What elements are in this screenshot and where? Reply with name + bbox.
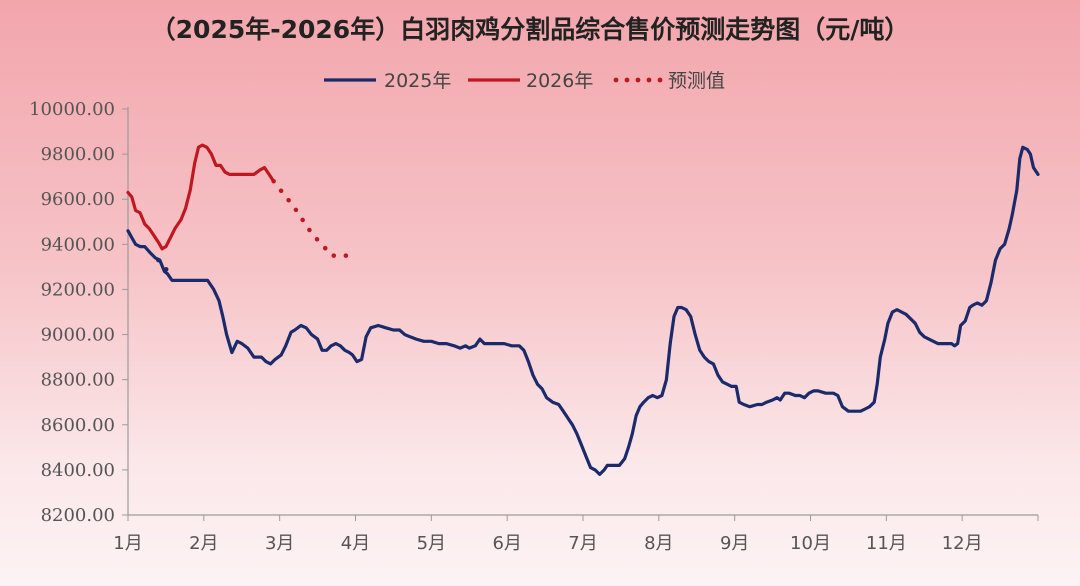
x-tick-label: 4月 [341, 533, 370, 554]
series-line-0 [126, 145, 1040, 476]
y-tick-label: 8200.00 [41, 505, 115, 526]
legend-label: 2025年 [384, 70, 451, 92]
x-tick-label: 2月 [189, 533, 218, 554]
legend-marker-dot [657, 77, 663, 83]
y-tick-label: 8600.00 [41, 415, 115, 436]
y-tick-label: 10000.00 [29, 99, 115, 120]
legend-marker-dot [624, 77, 630, 83]
y-tick-label: 9600.00 [41, 189, 115, 210]
x-tick-label: 1月 [113, 533, 142, 554]
y-tick-label: 9200.00 [41, 279, 115, 300]
x-tick-label: 7月 [568, 533, 597, 554]
series-line-2 [271, 178, 360, 258]
y-tick-label: 9000.00 [41, 325, 115, 346]
chart-title: （2025年-2026年）白羽肉鸡分割品综合售价预测走势图（元/吨） [151, 15, 910, 44]
y-tick-label: 9400.00 [41, 234, 115, 255]
legend-label: 预测值 [668, 70, 725, 92]
x-tick-label: 12月 [942, 533, 983, 554]
x-tick-label: 8月 [644, 533, 673, 554]
y-tick-label: 8800.00 [41, 370, 115, 391]
legend-label: 2026年 [526, 70, 593, 92]
x-tick-label: 5月 [417, 533, 446, 554]
y-axis-ticks: 10000.00 9800.00 9600.00 9400.00 9200.00 9000… [29, 99, 128, 526]
legend-marker-dot [646, 77, 652, 83]
series-layer [126, 143, 1040, 476]
x-tick-label: 10月 [790, 533, 831, 554]
series-line-1 [126, 143, 276, 251]
legend-marker-dot [613, 77, 619, 83]
x-tick-label: 9月 [720, 533, 749, 554]
y-tick-label: 9800.00 [41, 144, 115, 165]
x-tick-label: 6月 [492, 533, 521, 554]
x-tick-label: 11月 [866, 533, 907, 554]
legend: 2025年 2026年 预测值 [324, 70, 725, 92]
x-tick-label: 3月 [265, 533, 294, 554]
x-axis-ticks: 1月 2月 3月 4月 5月 6月 7月 8月 9月 10月 11月 12月 [113, 515, 1039, 554]
y-tick-label: 8400.00 [41, 460, 115, 481]
legend-marker-dot [635, 77, 641, 83]
series-line-3 [156, 257, 176, 276]
